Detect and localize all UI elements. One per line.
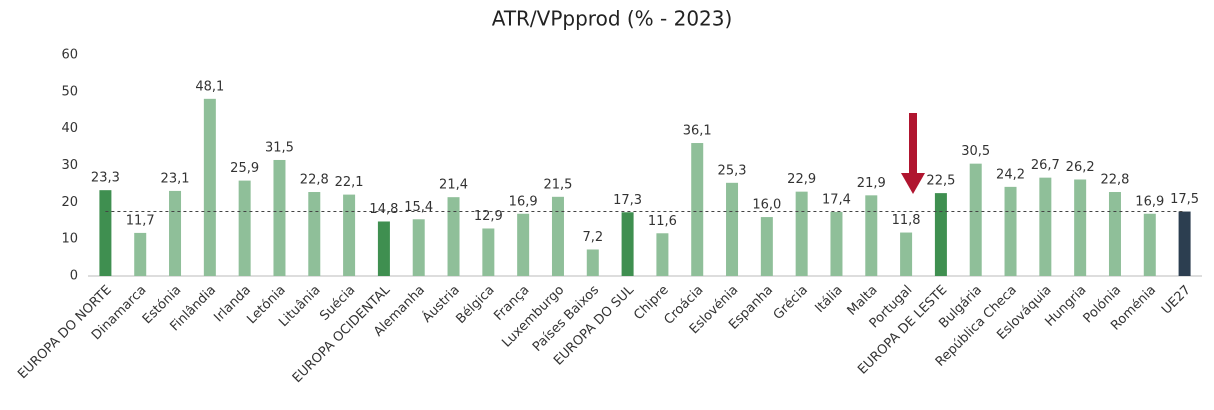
- bar: [795, 191, 808, 276]
- value-label: 17,3: [613, 193, 642, 208]
- value-label: 21,4: [439, 178, 468, 193]
- arrow-head: [901, 173, 925, 194]
- y-tick-label: 50: [61, 84, 78, 99]
- value-label: 25,9: [230, 161, 259, 176]
- bar: [238, 180, 251, 276]
- bar: [99, 190, 112, 276]
- value-label: 7,2: [582, 230, 603, 245]
- bar: [517, 213, 530, 276]
- highlight-arrow: [901, 113, 925, 194]
- bar: [203, 98, 216, 276]
- bar: [482, 228, 495, 276]
- value-label: 15,4: [404, 200, 433, 215]
- x-tick-label: UE27: [1159, 283, 1194, 318]
- bar: [308, 192, 321, 276]
- y-tick-label: 0: [70, 269, 78, 284]
- y-tick-label: 60: [61, 48, 78, 63]
- value-label: 14,8: [369, 202, 398, 217]
- bar: [377, 221, 390, 276]
- x-tick-label: Grécia: [771, 283, 811, 323]
- bar: [169, 190, 182, 276]
- value-label: 23,1: [161, 171, 190, 186]
- value-label: 23,3: [91, 171, 120, 186]
- value-label: 21,5: [543, 177, 572, 192]
- value-label: 25,3: [718, 163, 747, 178]
- value-label: 17,5: [1170, 192, 1199, 207]
- value-label: 17,4: [822, 192, 851, 207]
- value-label: 48,1: [195, 79, 224, 94]
- value-label: 11,7: [126, 213, 155, 228]
- y-tick-label: 40: [61, 121, 78, 136]
- value-label: 16,9: [509, 194, 538, 209]
- value-label: 16,9: [1135, 194, 1164, 209]
- value-label: 16,0: [752, 198, 781, 213]
- value-label: 26,7: [1031, 158, 1060, 173]
- bar: [969, 163, 982, 276]
- arrow-shaft: [909, 113, 917, 175]
- x-tick-label: Itália: [812, 283, 845, 316]
- bar: [900, 232, 913, 276]
- bar: [273, 159, 286, 276]
- value-label: 22,5: [926, 174, 955, 189]
- bar: [934, 193, 947, 276]
- value-label: 21,9: [857, 176, 886, 191]
- value-label: 11,8: [892, 213, 921, 228]
- bar: [621, 212, 634, 276]
- bar: [1039, 177, 1052, 276]
- bar: [134, 232, 147, 276]
- bar: [343, 194, 356, 276]
- bar: [1143, 213, 1156, 276]
- chart-title: ATR/VPpprod (% - 2023): [492, 7, 733, 31]
- value-label: 11,6: [648, 214, 677, 229]
- bar: [1074, 179, 1087, 276]
- bar: [551, 196, 564, 276]
- value-label: 36,1: [683, 124, 712, 139]
- value-label: 26,2: [1066, 160, 1095, 175]
- bar: [656, 233, 669, 276]
- y-tick-label: 30: [61, 158, 78, 173]
- value-label: 22,8: [300, 173, 329, 188]
- x-tick-label: Bélgica: [453, 283, 497, 327]
- bar: [1004, 186, 1017, 276]
- bar: [1178, 211, 1191, 276]
- value-label: 31,5: [265, 140, 294, 155]
- value-label: 12,9: [474, 209, 503, 224]
- bar: [830, 211, 843, 276]
- value-label: 22,1: [335, 175, 364, 190]
- bar: [691, 143, 704, 276]
- bar: [412, 219, 425, 276]
- value-label: 24,2: [996, 167, 1025, 182]
- y-tick-label: 20: [61, 195, 78, 210]
- bar: [1108, 192, 1121, 276]
- value-label: 22,9: [787, 172, 816, 187]
- bar: [586, 249, 599, 276]
- bar: [865, 195, 878, 276]
- bar: [447, 197, 460, 276]
- value-label: 22,8: [1100, 173, 1129, 188]
- value-label: 30,5: [961, 144, 990, 159]
- bar: [726, 182, 739, 276]
- bar: [760, 217, 773, 276]
- y-tick-label: 10: [61, 232, 78, 247]
